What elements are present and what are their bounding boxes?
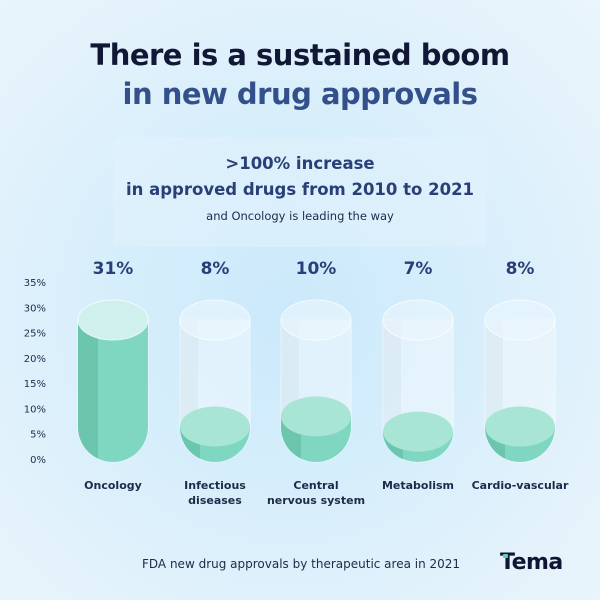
chart-caption: FDA new drug approvals by therapeutic ar… (142, 557, 461, 571)
tube-3: 10% (280, 259, 352, 463)
tube-glass-shade (383, 320, 401, 427)
tube-glass-shade (485, 320, 503, 427)
liquid-shadow (78, 320, 98, 462)
tube-5: 8% (484, 259, 556, 463)
tube-rim (382, 299, 454, 341)
y-axis: 0% 5% 10% 15% 20% 25% 30% 35% (24, 278, 46, 466)
liquid-surface (281, 396, 351, 437)
y-tick-label: 15% (24, 379, 46, 390)
tube-rim (484, 299, 556, 341)
y-tick-label: 5% (30, 430, 46, 441)
tube-2: 8% (179, 259, 251, 463)
y-tick-label: 30% (24, 303, 46, 314)
tube-rim (280, 299, 352, 341)
category-label: Central (293, 479, 338, 492)
tube-1: 31% (77, 259, 149, 463)
x-axis: Oncology Infectious diseases Central nervous… (84, 479, 569, 507)
category-label: Infectious (184, 479, 246, 492)
tube-glass-shade (180, 320, 198, 427)
data-label: 10% (296, 259, 337, 279)
callout-box (113, 137, 487, 247)
tube-glass-shade (281, 320, 299, 427)
callout-headline-2: in approved drugs from 2010 to 2021 (125, 180, 475, 199)
tubes: 31% 8% 10% 7% 8% (77, 259, 556, 463)
liquid-surface (383, 411, 453, 452)
brand-logo: Tema (500, 550, 563, 575)
data-label: 7% (404, 259, 433, 279)
y-tick-label: 20% (24, 354, 46, 365)
title-line-1: There is a sustained boom (90, 38, 510, 72)
tube-rim (179, 299, 251, 341)
category-label: Metabolism (382, 479, 454, 492)
category-label: Oncology (84, 479, 142, 492)
data-label: 8% (506, 259, 535, 279)
liquid-surface (180, 406, 250, 447)
logo-accent-icon (503, 554, 508, 558)
y-tick-label: 25% (24, 329, 46, 340)
tube-4: 7% (382, 259, 454, 463)
y-tick-label: 35% (24, 278, 46, 289)
liquid-surface (485, 406, 555, 447)
data-label: 31% (93, 259, 134, 279)
y-tick-label: 10% (24, 404, 46, 415)
data-label: 8% (201, 259, 230, 279)
logo-text: Tema (500, 550, 563, 575)
category-label: Cardio-vascular (472, 479, 569, 492)
callout-subline: and Oncology is leading the way (206, 209, 394, 223)
category-label: diseases (188, 494, 242, 507)
y-tick-label: 0% (30, 455, 46, 466)
tube-rim (77, 299, 149, 341)
category-label: nervous system (267, 494, 365, 507)
callout-headline: >100% increase (225, 154, 375, 173)
title-line-2: in new drug approvals (122, 77, 478, 111)
